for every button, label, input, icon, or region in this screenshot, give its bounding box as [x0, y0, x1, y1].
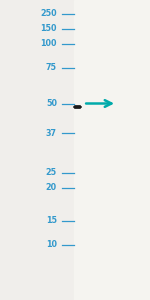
Bar — [74, 106, 80, 107]
Bar — [74, 106, 80, 107]
Bar — [74, 106, 80, 107]
Bar — [74, 106, 80, 107]
Text: 25: 25 — [46, 168, 57, 177]
Text: 100: 100 — [40, 39, 57, 48]
Bar — [74, 106, 80, 107]
Bar — [74, 106, 80, 107]
Text: 75: 75 — [46, 63, 57, 72]
Bar — [74, 106, 80, 107]
Bar — [74, 106, 80, 107]
Bar — [74, 106, 80, 107]
Bar — [74, 106, 80, 107]
Bar — [74, 106, 80, 107]
Bar — [74, 106, 80, 107]
Text: 37: 37 — [46, 129, 57, 138]
Text: 150: 150 — [40, 24, 57, 33]
Bar — [74, 106, 80, 107]
Text: 10: 10 — [46, 240, 57, 249]
Bar — [74, 106, 80, 107]
Text: 15: 15 — [46, 216, 57, 225]
Text: 250: 250 — [40, 9, 57, 18]
Bar — [74, 106, 80, 107]
Bar — [74, 106, 80, 107]
Text: 50: 50 — [46, 99, 57, 108]
Bar — [74, 106, 80, 107]
Bar — [74, 0, 150, 300]
Bar — [74, 106, 80, 107]
Text: 20: 20 — [46, 183, 57, 192]
Bar — [74, 106, 80, 107]
Bar — [74, 106, 80, 107]
